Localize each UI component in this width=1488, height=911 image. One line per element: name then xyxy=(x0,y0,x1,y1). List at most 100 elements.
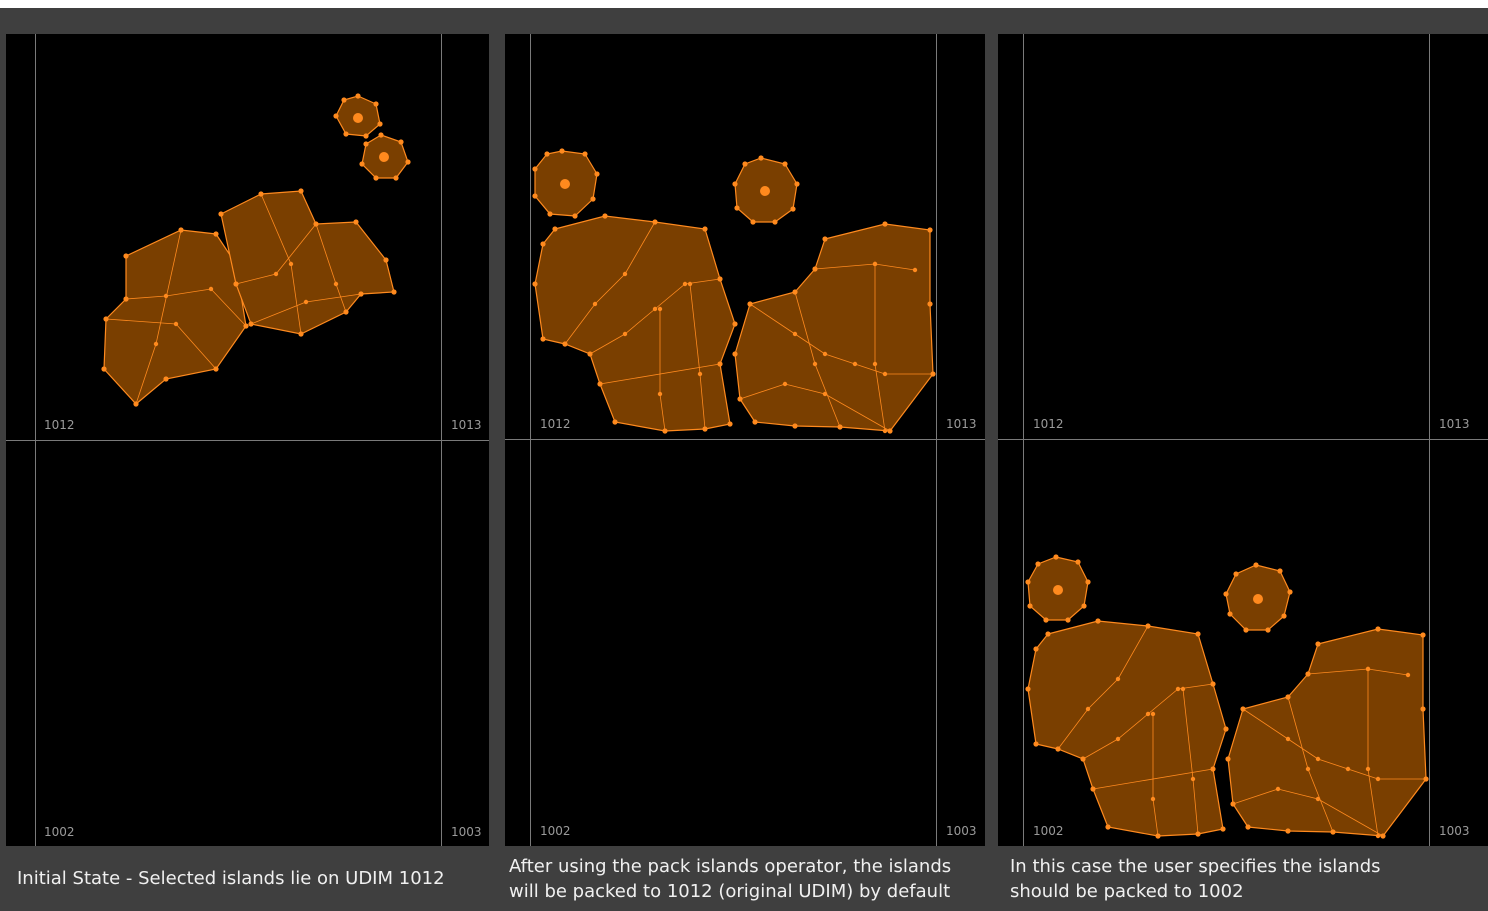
uv-vertex[interactable] xyxy=(702,226,708,232)
uv-vertex[interactable] xyxy=(1253,562,1259,568)
large-island-right[interactable] xyxy=(732,221,936,434)
uv-vertex[interactable] xyxy=(1025,686,1031,692)
uv-vertex[interactable] xyxy=(258,191,264,197)
uv-vertex[interactable] xyxy=(1090,786,1096,792)
small-island-top[interactable] xyxy=(333,93,383,139)
uv-vertex[interactable] xyxy=(233,281,239,287)
uv-vertex[interactable] xyxy=(1285,736,1291,742)
uv-vertex[interactable] xyxy=(930,371,936,377)
uv-vertex[interactable] xyxy=(1420,706,1426,712)
uv-vertex[interactable] xyxy=(393,175,399,181)
uv-vertex[interactable] xyxy=(812,266,818,272)
uv-vertex[interactable] xyxy=(872,261,878,267)
uv-vertex[interactable] xyxy=(248,321,254,327)
uv-vertex[interactable] xyxy=(218,211,224,217)
uv-vertex[interactable] xyxy=(750,219,756,225)
uv-vertex[interactable] xyxy=(727,421,733,427)
uv-vertex[interactable] xyxy=(594,171,600,177)
uv-vertex[interactable] xyxy=(822,236,828,242)
uv-vertex[interactable] xyxy=(1065,617,1071,623)
small-island-bottom[interactable] xyxy=(359,132,411,181)
large-island-left[interactable] xyxy=(1025,618,1229,839)
uv-vertex[interactable] xyxy=(794,181,800,187)
uv-vertex[interactable] xyxy=(572,213,578,219)
uv-vertex[interactable] xyxy=(1210,681,1216,687)
uv-vertex[interactable] xyxy=(1227,611,1233,617)
uv-vertex[interactable] xyxy=(792,423,798,429)
uv-vertex[interactable] xyxy=(1155,833,1161,839)
uv-vertex[interactable] xyxy=(1315,796,1321,802)
uv-vertex[interactable] xyxy=(782,381,788,387)
uv-vertex[interactable] xyxy=(343,131,349,137)
uv-vertex[interactable] xyxy=(213,231,219,237)
uv-vertex[interactable] xyxy=(882,428,888,434)
uv-vertex[interactable] xyxy=(1105,824,1111,830)
uv-vertex[interactable] xyxy=(1035,561,1041,567)
uv-vertex[interactable] xyxy=(298,188,304,194)
uv-vertex[interactable] xyxy=(912,267,918,273)
large-island-left[interactable] xyxy=(532,213,738,434)
uv-vertex[interactable] xyxy=(1045,631,1051,637)
uv-vertex[interactable] xyxy=(742,161,748,167)
uv-vertex[interactable] xyxy=(333,281,339,287)
uv-vertex[interactable] xyxy=(1033,646,1039,652)
uv-vertex[interactable] xyxy=(133,401,139,407)
uv-vertex[interactable] xyxy=(1027,603,1033,609)
uv-vertex[interactable] xyxy=(391,289,397,295)
uv-vertex[interactable] xyxy=(657,391,663,397)
uv-vertex[interactable] xyxy=(1420,632,1426,638)
uv-vertex[interactable] xyxy=(173,321,179,327)
uv-vertex[interactable] xyxy=(101,366,107,372)
uv-vertex[interactable] xyxy=(622,331,628,337)
uv-vertex[interactable] xyxy=(377,121,383,127)
uv-vertex[interactable] xyxy=(782,161,788,167)
uv-vertex[interactable] xyxy=(657,306,663,312)
uv-vertex[interactable] xyxy=(153,341,159,347)
uv-vertex[interactable] xyxy=(852,361,858,367)
large-island-left[interactable] xyxy=(101,227,249,407)
uv-vertex[interactable] xyxy=(383,257,389,263)
uv-vertex[interactable] xyxy=(612,419,618,425)
uv-vertex[interactable] xyxy=(547,211,553,217)
uv-vertex[interactable] xyxy=(178,227,184,233)
uv-vertex[interactable] xyxy=(590,196,596,202)
uv-vertex[interactable] xyxy=(398,139,404,145)
uv-vertex[interactable] xyxy=(772,219,778,225)
uv-viewport-initial[interactable]: 1012 1013 1002 1003 xyxy=(6,34,489,846)
uv-vertex[interactable] xyxy=(812,361,818,367)
uv-vertex[interactable] xyxy=(333,113,339,119)
uv-vertex[interactable] xyxy=(1150,796,1156,802)
uv-vertex[interactable] xyxy=(597,381,603,387)
uv-vertex[interactable] xyxy=(758,155,764,161)
uv-vertex[interactable] xyxy=(652,306,658,312)
uv-vertex[interactable] xyxy=(927,227,933,233)
uv-vertex[interactable] xyxy=(532,193,538,199)
uv-vertex[interactable] xyxy=(243,323,249,329)
uv-vertex[interactable] xyxy=(1145,623,1151,629)
uv-vertex[interactable] xyxy=(1195,831,1201,837)
uv-islands[interactable] xyxy=(505,34,985,846)
uv-vertex[interactable] xyxy=(540,241,546,247)
uv-vertex[interactable] xyxy=(1305,766,1311,772)
uv-vertex[interactable] xyxy=(532,166,538,172)
small-island-left[interactable] xyxy=(532,148,600,219)
uv-vertex[interactable] xyxy=(792,331,798,337)
uv-vertex[interactable] xyxy=(1380,833,1386,839)
uv-vertex[interactable] xyxy=(1305,671,1311,677)
uv-vertex[interactable] xyxy=(882,371,888,377)
uv-vertex[interactable] xyxy=(1095,618,1101,624)
uv-vertex[interactable] xyxy=(582,151,588,157)
uv-vertex[interactable] xyxy=(1315,756,1321,762)
uv-vertex[interactable] xyxy=(732,321,738,327)
uv-viewport-default-pack[interactable]: 1012 1013 1002 1003 xyxy=(505,34,985,846)
uv-vertex[interactable] xyxy=(1025,579,1031,585)
uv-vertex[interactable] xyxy=(1210,766,1216,772)
small-island-right[interactable] xyxy=(1223,562,1293,633)
uv-vertex[interactable] xyxy=(652,219,658,225)
uv-vertex[interactable] xyxy=(872,361,878,367)
uv-vertex[interactable] xyxy=(163,293,169,299)
uv-vertex[interactable] xyxy=(103,316,109,322)
uv-vertex[interactable] xyxy=(1175,686,1181,692)
uv-vertex[interactable] xyxy=(1240,706,1246,712)
uv-vertex[interactable] xyxy=(732,351,738,357)
